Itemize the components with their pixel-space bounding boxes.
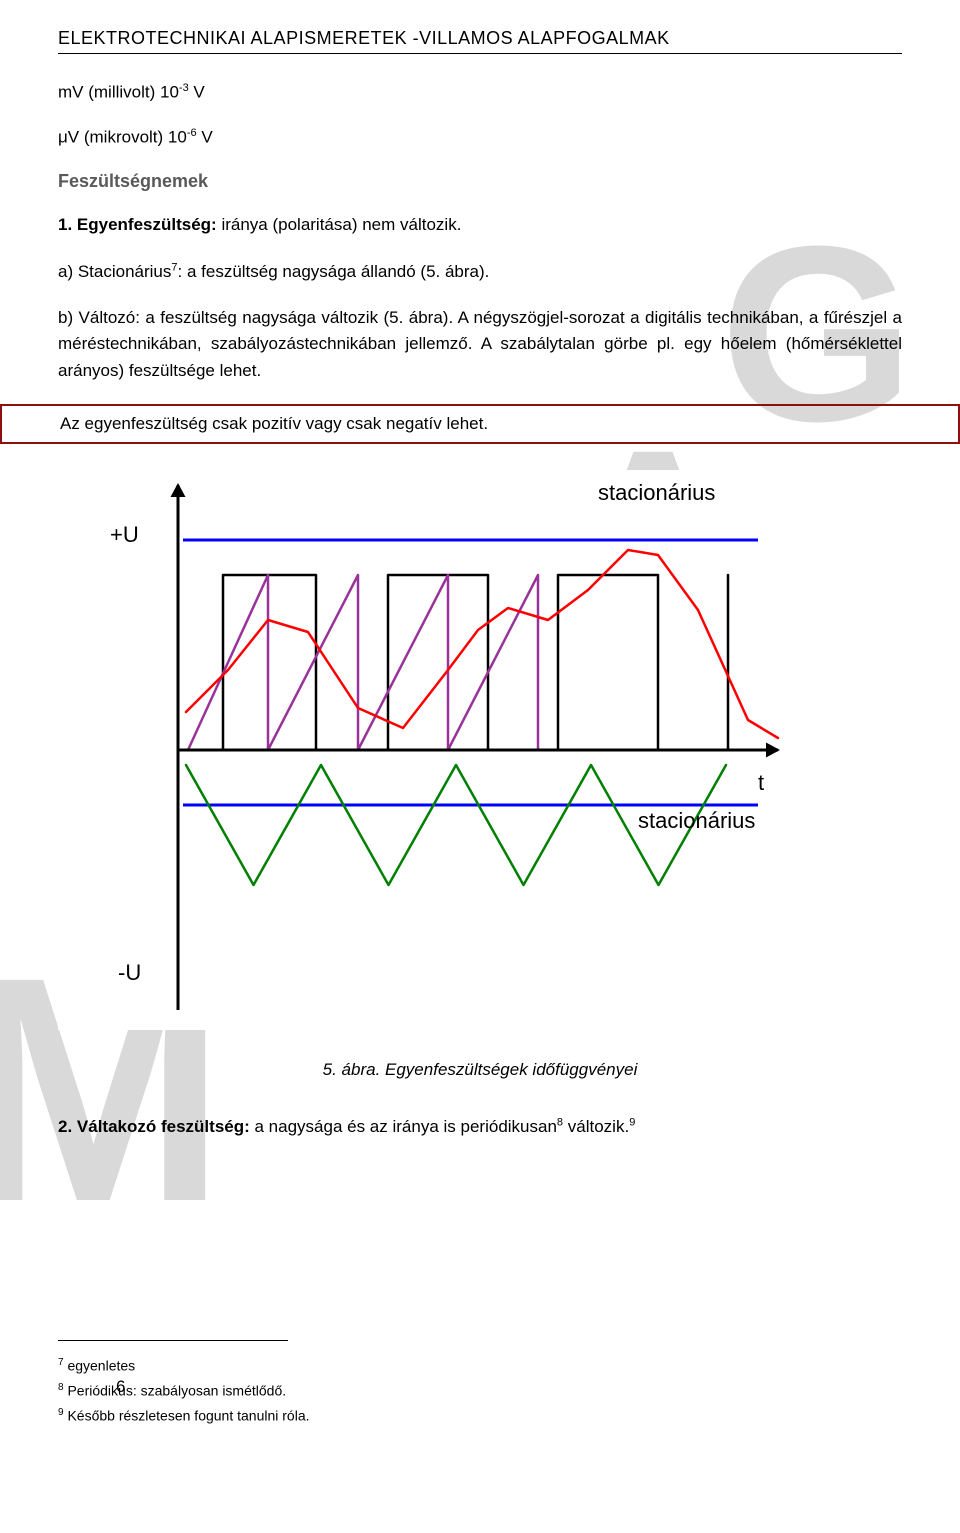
unit-mv-exp: -3	[179, 82, 189, 94]
callout-box: Az egyenfeszültség csak pozitív vagy csa…	[0, 404, 960, 444]
para-egyen-lead: 1. Egyenfeszültség:	[58, 215, 217, 234]
unit-uv: μV (mikrovolt) 10-6 V	[58, 127, 902, 148]
para-valtakozo-mid: a nagysága és az iránya is periódikusan	[250, 1117, 557, 1136]
unit-uv-exp: -6	[187, 127, 197, 139]
para-valtakozo-mid2: változik.	[563, 1117, 629, 1136]
footnote-7-text: egyenletes	[64, 1358, 136, 1374]
svg-text:t: t	[758, 770, 764, 795]
footnote-9-text: Később részletesen fogunt tanulni róla.	[64, 1407, 310, 1423]
unit-mv-lead: mV (millivolt) 10	[58, 83, 179, 102]
header-rule	[58, 53, 902, 54]
page-number: 6	[116, 1377, 125, 1397]
footnote-separator	[58, 1340, 288, 1341]
svg-text:stacionárius: stacionárius	[638, 808, 755, 833]
para-stacionarius: a) Stacionárius7: a feszültség nagysága …	[58, 259, 902, 285]
footnote-7: 7 egyenletes	[58, 1357, 902, 1374]
para-egyen: 1. Egyenfeszültség: iránya (polaritása) …	[58, 212, 902, 238]
unit-mv-tail: V	[189, 83, 205, 102]
page-header: ELEKTROTECHNIKAI ALAPISMERETEK -VILLAMOS…	[58, 28, 902, 49]
figure-caption: 5. ábra. Egyenfeszültségek időfüggvényei	[58, 1060, 902, 1080]
unit-uv-lead: μV (mikrovolt) 10	[58, 127, 187, 146]
para-valtozo: b) Változó: a feszültség nagysága változ…	[58, 305, 902, 384]
para-stac-lead: a) Stacionárius	[58, 262, 171, 281]
fn-ref-9: 9	[629, 1116, 635, 1128]
unit-uv-tail: V	[197, 127, 213, 146]
para-valtakozo-lead: 2. Váltakozó feszültség:	[58, 1117, 250, 1136]
unit-mv: mV (millivolt) 10-3 V	[58, 82, 902, 103]
svg-text:-U: -U	[118, 960, 141, 985]
footnote-8: 8 Periódikus: szabályosan ismétlődő.	[58, 1382, 902, 1399]
svg-text:stacionárius: stacionárius	[598, 480, 715, 505]
para-egyen-rest: iránya (polaritása) nem változik.	[217, 215, 462, 234]
svg-text:+U: +U	[110, 522, 139, 547]
subhead-feszultsegnemek: Feszültségnemek	[58, 171, 902, 192]
chart-egyenfeszultseg: +U-Utstacionáriusstacionárius	[58, 470, 818, 1030]
footnote-9: 9 Később részletesen fogunt tanulni róla…	[58, 1407, 902, 1424]
footnote-8-text: Periódikus: szabályosan ismétlődő.	[64, 1383, 287, 1399]
para-valtakozo: 2. Váltakozó feszültség: a nagysága és a…	[58, 1114, 902, 1140]
callout-text: Az egyenfeszültség csak pozitív vagy csa…	[60, 414, 900, 434]
para-stac-rest: : a feszültség nagysága állandó (5. ábra…	[178, 262, 490, 281]
